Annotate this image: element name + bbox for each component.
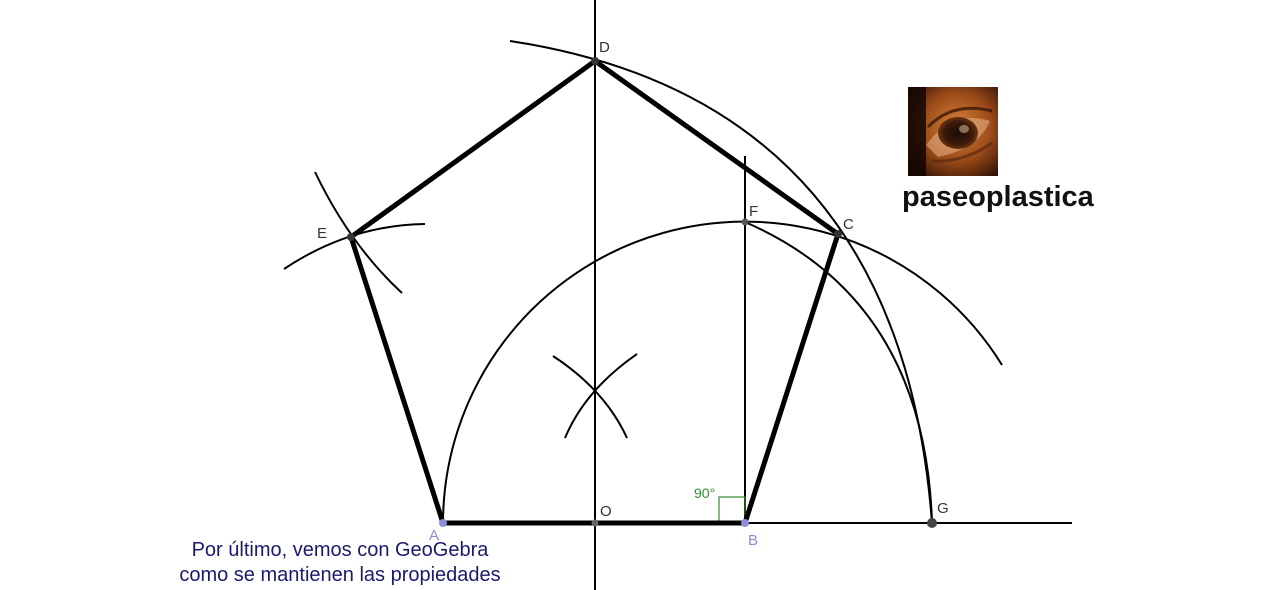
- point-d: [591, 57, 599, 65]
- right-angle-marker: [718, 496, 746, 524]
- arc-mark-bisector-1: [552, 355, 628, 439]
- right-angle-label: 90°: [694, 485, 715, 501]
- point-a: [439, 519, 447, 527]
- label-a: A: [429, 527, 439, 544]
- point-e: [347, 233, 355, 241]
- pentagon: [348, 58, 841, 526]
- label-b: B: [748, 532, 758, 549]
- point-g: [927, 518, 937, 528]
- point-b: [741, 519, 749, 527]
- point-f: [741, 218, 749, 226]
- label-d: D: [599, 39, 610, 56]
- caption-line-1: Por último, vemos con GeoGebra: [191, 539, 489, 561]
- arc-f-to-g: [744, 221, 933, 524]
- label-e: E: [317, 225, 327, 242]
- brand-name: paseoplastica: [902, 181, 1094, 213]
- semicircle-arc: [442, 220, 1003, 524]
- label-c: C: [843, 216, 854, 233]
- label-f: F: [749, 203, 758, 220]
- label-g: G: [937, 500, 949, 517]
- caption: Por último, vemos con GeoGebra como se m…: [120, 538, 560, 588]
- arc-d-to-g: [509, 40, 933, 524]
- arc-mark-bisector-2: [564, 353, 638, 439]
- label-o: O: [600, 503, 612, 520]
- caption-line-2: como se mantienen las propiedades: [179, 564, 501, 586]
- point-c: [834, 230, 842, 238]
- eye-photo-icon: [908, 87, 998, 176]
- point-o: [591, 519, 599, 527]
